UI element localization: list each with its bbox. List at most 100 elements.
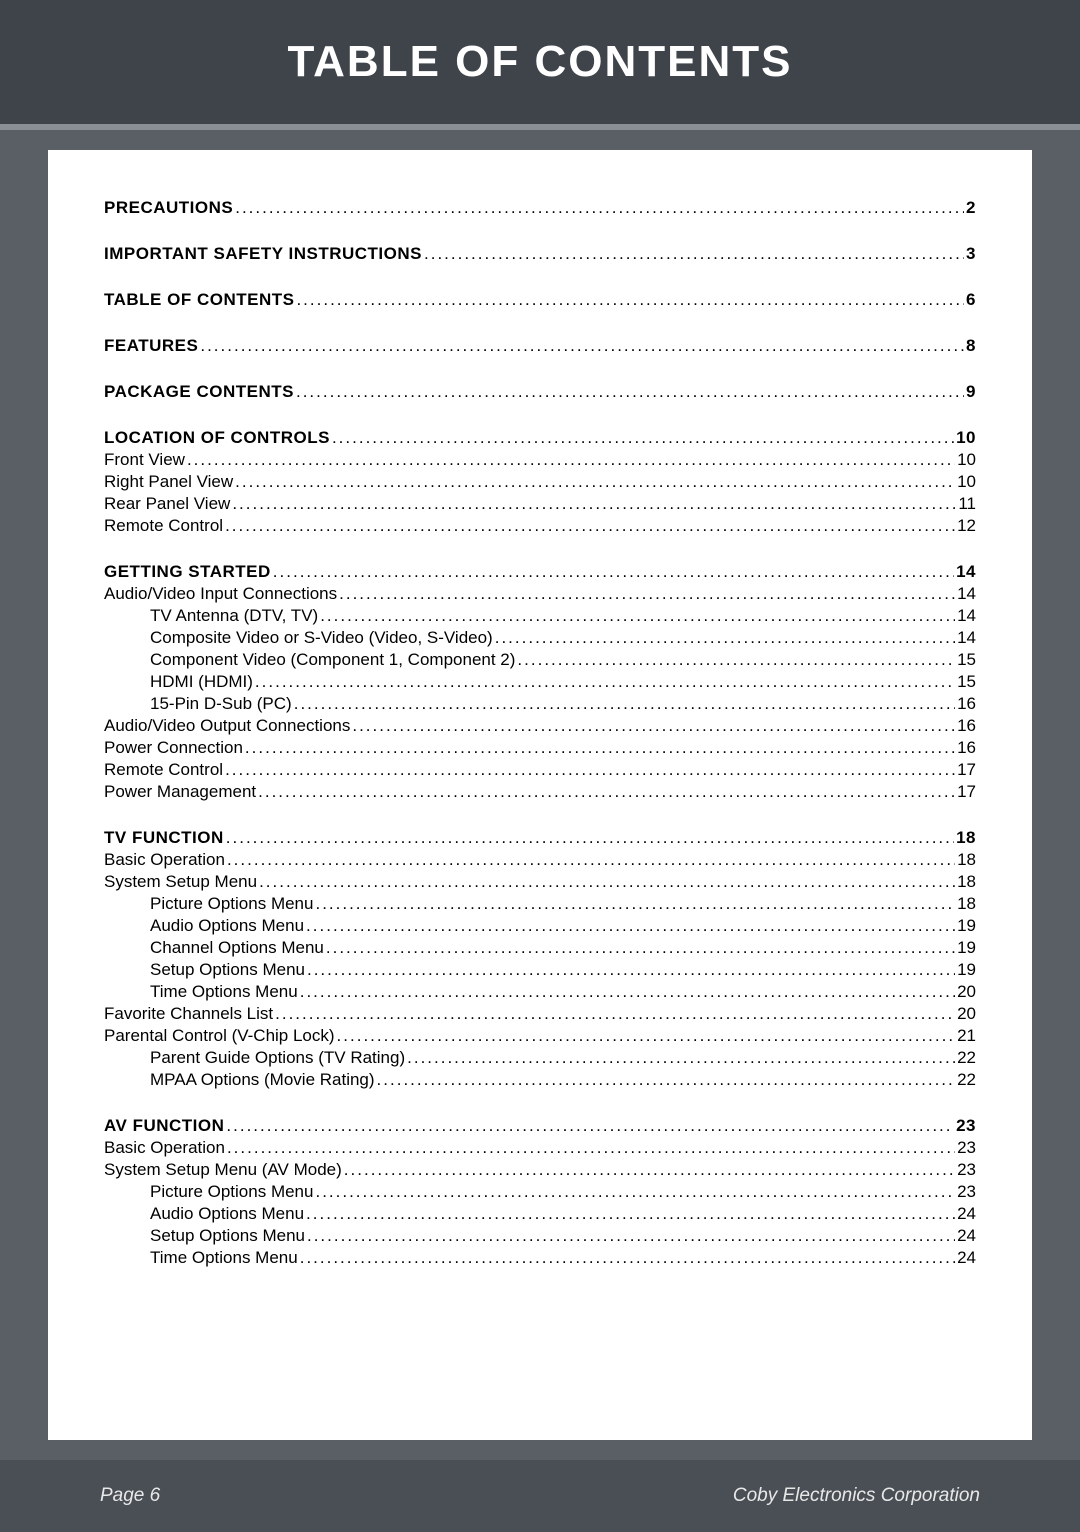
toc-label: Remote Control [104, 760, 223, 780]
toc-page-number: 10 [957, 472, 976, 492]
toc-leader-dots [235, 198, 964, 218]
toc-entry[interactable]: Time Options Menu20 [104, 982, 976, 1002]
toc-leader-dots [227, 1138, 955, 1158]
toc-page-number: 14 [956, 562, 976, 582]
toc-entry[interactable]: Audio/Video Output Connections16 [104, 716, 976, 736]
toc-entry[interactable]: System Setup Menu (AV Mode)23 [104, 1160, 976, 1180]
toc-leader-dots [315, 1182, 955, 1202]
toc-entry[interactable]: Setup Options Menu24 [104, 1226, 976, 1246]
toc-page-number: 2 [966, 198, 976, 218]
toc-leader-dots [307, 960, 955, 980]
toc-entry[interactable]: 15-Pin D-Sub (PC)16 [104, 694, 976, 714]
toc-label: Parent Guide Options (TV Rating) [150, 1048, 405, 1068]
toc-leader-dots [294, 694, 955, 714]
toc-page-number: 16 [957, 738, 976, 758]
page-title: TABLE OF CONTENTS [288, 37, 793, 87]
toc-entry[interactable]: TABLE OF CONTENTS6 [104, 290, 976, 310]
toc-label: Picture Options Menu [150, 1182, 313, 1202]
toc-leader-dots [306, 916, 955, 936]
toc-label: Rear Panel View [104, 494, 230, 514]
toc-label: Audio Options Menu [150, 916, 304, 936]
toc-entry[interactable]: Picture Options Menu18 [104, 894, 976, 914]
toc-leader-dots [320, 606, 955, 626]
toc-entry[interactable]: FEATURES8 [104, 336, 976, 356]
toc-label: Remote Control [104, 516, 223, 536]
toc-entry[interactable]: MPAA Options (Movie Rating) 22 [104, 1070, 976, 1090]
toc-leader-dots [306, 1204, 955, 1224]
toc-entry[interactable]: Picture Options Menu 23 [104, 1182, 976, 1202]
toc-label: Right Panel View [104, 472, 233, 492]
toc-label: 15-Pin D-Sub (PC) [150, 694, 292, 714]
toc-label: GETTING STARTED [104, 562, 271, 582]
toc-page-number: 23 [956, 1116, 976, 1136]
toc-entry[interactable]: Remote Control12 [104, 516, 976, 536]
toc-entry[interactable]: HDMI (HDMI)15 [104, 672, 976, 692]
toc-leader-dots [300, 982, 955, 1002]
toc-label: Audio/Video Output Connections [104, 716, 350, 736]
toc-entry[interactable]: IMPORTANT SAFETY INSTRUCTIONS3 [104, 244, 976, 264]
toc-leader-dots [259, 872, 955, 892]
toc-entry[interactable]: Parental Control (V-Chip Lock) 21 [104, 1026, 976, 1046]
toc-leader-dots [275, 1004, 955, 1024]
toc-page-number: 8 [966, 336, 976, 356]
toc-label: Basic Operation [104, 850, 225, 870]
toc-entry[interactable]: Favorite Channels List20 [104, 1004, 976, 1024]
toc-entry[interactable]: PRECAUTIONS2 [104, 198, 976, 218]
toc-leader-dots [344, 1160, 955, 1180]
toc-entry[interactable]: Audio Options Menu24 [104, 1204, 976, 1224]
toc-entry[interactable]: Basic Operation23 [104, 1138, 976, 1158]
toc-entry[interactable]: GETTING STARTED 14 [104, 562, 976, 582]
toc-entry[interactable]: LOCATION OF CONTROLS10 [104, 428, 976, 448]
toc-leader-dots [307, 1226, 955, 1246]
toc-leader-dots [407, 1048, 955, 1068]
toc-page-number: 22 [957, 1070, 976, 1090]
toc-entry[interactable]: Channel Options Menu19 [104, 938, 976, 958]
toc-entry[interactable]: Remote Control17 [104, 760, 976, 780]
toc-entry[interactable]: Setup Options Menu19 [104, 960, 976, 980]
toc-label: IMPORTANT SAFETY INSTRUCTIONS [104, 244, 422, 264]
toc-entry[interactable]: Component Video (Component 1, Component … [104, 650, 976, 670]
toc-leader-dots [273, 562, 954, 582]
toc-entry[interactable]: Front View10 [104, 450, 976, 470]
toc-entry[interactable]: TV FUNCTION18 [104, 828, 976, 848]
toc-page-number: 23 [957, 1182, 976, 1202]
toc-entry[interactable]: Rear Panel View 11 [104, 494, 976, 514]
toc-label: Power Connection [104, 738, 243, 758]
toc-leader-dots [339, 584, 955, 604]
toc-entry[interactable]: Power Connection 16 [104, 738, 976, 758]
toc-entry[interactable]: Parent Guide Options (TV Rating) 22 [104, 1048, 976, 1068]
toc-entry[interactable]: Time Options Menu24 [104, 1248, 976, 1268]
toc-entry[interactable]: Audio Options Menu19 [104, 916, 976, 936]
toc-page-number: 23 [957, 1160, 976, 1180]
toc-leader-dots [296, 382, 964, 402]
toc-page-number: 11 [958, 494, 976, 514]
toc-page-number: 14 [957, 628, 976, 648]
toc-page-number: 14 [957, 584, 976, 604]
toc-page-number: 22 [957, 1048, 976, 1068]
toc-label: TABLE OF CONTENTS [104, 290, 294, 310]
toc-entry[interactable]: Audio/Video Input Connections 14 [104, 584, 976, 604]
toc-page-number: 18 [956, 828, 976, 848]
toc-label: Picture Options Menu [150, 894, 313, 914]
toc-entry[interactable]: TV Antenna (DTV, TV)14 [104, 606, 976, 626]
toc-page-number: 19 [957, 938, 976, 958]
toc-page-number: 20 [957, 1004, 976, 1024]
toc-page-number: 21 [957, 1026, 976, 1046]
toc-entry[interactable]: System Setup Menu18 [104, 872, 976, 892]
toc-label: Audio/Video Input Connections [104, 584, 337, 604]
toc-leader-dots [255, 672, 955, 692]
footer-company: Coby Electronics Corporation [733, 1485, 980, 1507]
toc-entry[interactable]: AV FUNCTION 23 [104, 1116, 976, 1136]
toc-entry[interactable]: Right Panel View 10 [104, 472, 976, 492]
toc-entry[interactable]: PACKAGE CONTENTS9 [104, 382, 976, 402]
toc-entry[interactable]: Basic Operation18 [104, 850, 976, 870]
toc-page-number: 15 [957, 650, 976, 670]
toc-leader-dots [517, 650, 955, 670]
toc-label: Front View [104, 450, 185, 470]
toc-page-number: 24 [957, 1226, 976, 1246]
toc-label: Parental Control (V-Chip Lock) [104, 1026, 335, 1046]
toc-entry[interactable]: Composite Video or S-Video (Video, S-Vid… [104, 628, 976, 648]
toc-entry[interactable]: Power Management17 [104, 782, 976, 802]
toc-label: MPAA Options (Movie Rating) [150, 1070, 375, 1090]
toc-label: Time Options Menu [150, 982, 298, 1002]
